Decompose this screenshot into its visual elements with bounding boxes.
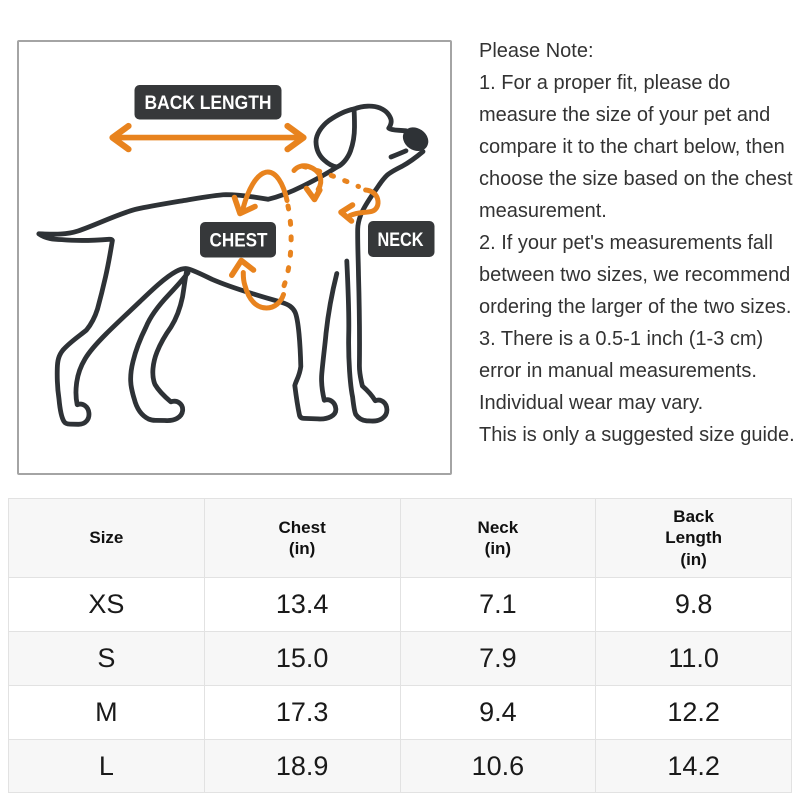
svg-text:CHEST: CHEST: [210, 231, 268, 252]
svg-text:BACK LENGTH: BACK LENGTH: [145, 92, 272, 114]
svg-text:NECK: NECK: [378, 229, 424, 251]
